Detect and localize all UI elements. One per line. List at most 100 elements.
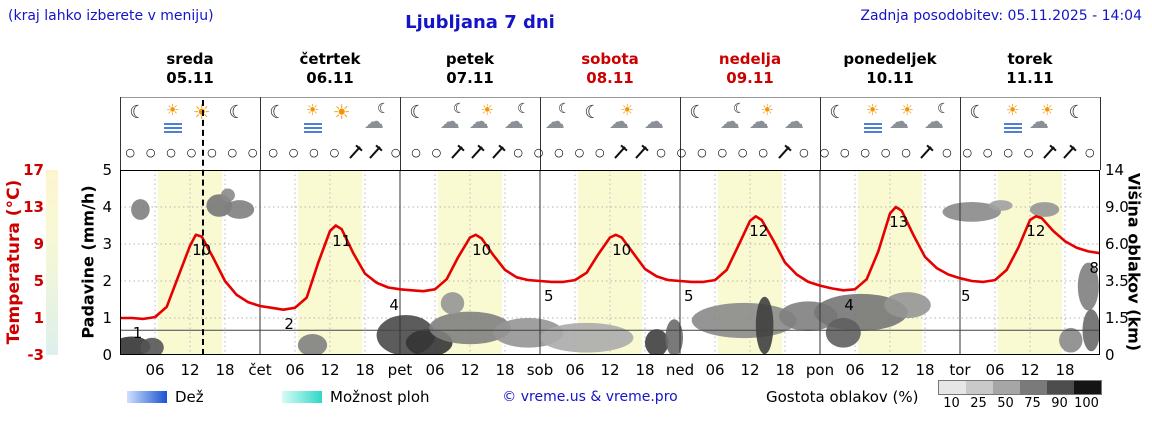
calm-wind-icon: ○ xyxy=(513,146,523,159)
cloud-glyph: ☁ xyxy=(544,109,565,133)
wind-barb-icon xyxy=(631,144,651,162)
day-boundary-line xyxy=(120,97,121,170)
moon-glyph: ☾ xyxy=(937,101,950,117)
calm-wind-icon: ○ xyxy=(819,146,830,159)
day-name: torek xyxy=(1007,50,1053,68)
day-boundary-line xyxy=(680,97,681,170)
moon-icon: ☾ xyxy=(220,102,254,138)
sun-glyph: ☀ xyxy=(760,101,774,119)
day-name: sreda xyxy=(166,50,214,68)
day-name: četrtek xyxy=(299,50,361,68)
copyright-link[interactable]: © vreme.us & vreme.pro xyxy=(502,389,678,405)
x-tick-06: 06 xyxy=(425,361,445,379)
x-tick-12: 12 xyxy=(180,361,200,379)
sun-icon: ☀ xyxy=(185,102,219,138)
day-date: 05.11 xyxy=(166,69,214,87)
calm-wind-icon: ○ xyxy=(1003,146,1013,159)
x-tick-12: 12 xyxy=(1020,361,1040,379)
precip-tick: 3 xyxy=(102,235,112,253)
calm-wind-icon: ○ xyxy=(207,146,217,159)
last-updated: Zadnja posodobitev: 05.11.2025 - 14:04 xyxy=(860,8,1142,24)
x-tick-18: 18 xyxy=(495,361,515,379)
fog-lines-icon xyxy=(303,121,322,135)
temperature-value-label: 5 xyxy=(543,287,554,305)
day-date: 08.11 xyxy=(586,69,634,87)
day-header-2: četrtek 06.11 xyxy=(260,50,400,88)
temperature-value-label: 4 xyxy=(389,296,399,315)
x-tick-06: 06 xyxy=(285,361,305,379)
cloudmoon-icon: ☾ ☁ xyxy=(920,102,954,138)
sun-glyph: ☀ xyxy=(192,100,211,124)
moon-glyph: ☾ xyxy=(584,102,601,123)
sun-glyph: ☀ xyxy=(332,100,351,124)
wind-barb-icon xyxy=(1039,144,1059,162)
cloud-glyph: ☁ xyxy=(439,109,460,133)
fogsun-icon: ☀ xyxy=(996,102,1030,138)
x-tick-06: 06 xyxy=(705,361,725,379)
x-tick-18: 18 xyxy=(215,361,235,379)
x-tick-18: 18 xyxy=(775,361,795,379)
moon-icon: ☾ xyxy=(121,102,155,138)
temperature-value-label: 10 xyxy=(472,240,492,259)
wind-barb-icon xyxy=(488,144,508,162)
calm-wind-icon: ○ xyxy=(942,146,952,159)
sun-glyph: ☀ xyxy=(1040,101,1054,119)
calm-wind-icon: ○ xyxy=(676,146,687,159)
density-level-label: 10 xyxy=(943,396,960,411)
wind-barb-icon xyxy=(916,144,936,162)
day-date: 09.11 xyxy=(726,69,774,87)
calm-wind-icon: ○ xyxy=(247,146,258,159)
temperature-value-label: 12 xyxy=(749,222,769,241)
x-tick-pon: pon xyxy=(805,361,835,379)
calm-wind-icon: ○ xyxy=(390,146,401,159)
density-swatch-50 xyxy=(993,381,1020,394)
day-header-3: petek 07.11 xyxy=(400,50,540,88)
calm-wind-icon: ○ xyxy=(1023,146,1034,159)
x-tick-sob: sob xyxy=(526,361,554,379)
cloud-glyph: ☁ xyxy=(783,109,804,133)
showers-legend-swatch xyxy=(282,391,322,403)
cloud-tick: 1.5 xyxy=(1105,309,1129,327)
x-tick-12: 12 xyxy=(460,361,480,379)
moon-icon: ☾ xyxy=(961,102,995,138)
calm-wind-icon: ○ xyxy=(880,146,891,159)
suncloud-icon: ☀ ☁ xyxy=(885,102,919,138)
cloudmoon-icon: ☾ ☁ xyxy=(541,102,575,138)
day-name: nedelja xyxy=(718,50,782,68)
density-level-label: 100 xyxy=(1074,396,1099,411)
wind-barb-icon xyxy=(345,144,365,162)
calm-wind-icon: ○ xyxy=(431,146,442,159)
temp-tick: 9 xyxy=(33,235,44,253)
x-tick-06: 06 xyxy=(565,361,585,379)
x-tick-18: 18 xyxy=(915,361,935,379)
cloud-glyph: ☁ xyxy=(643,109,664,133)
day-name: sobota xyxy=(581,50,639,68)
temperature-value-label: 2 xyxy=(284,314,294,333)
calm-wind-icon: ○ xyxy=(860,146,870,159)
moon-icon: ☾ xyxy=(821,102,855,138)
day-header-1: sreda 05.11 xyxy=(120,50,260,88)
moon-glyph: ☾ xyxy=(228,102,245,123)
moon-glyph: ☾ xyxy=(453,101,466,117)
moon-icon: ☾ xyxy=(576,102,610,138)
day-date: 06.11 xyxy=(306,69,354,87)
cloud-glyph: ☁ xyxy=(503,109,524,133)
x-tick-18: 18 xyxy=(355,361,375,379)
suncloud-icon: ☀ ☁ xyxy=(465,102,499,138)
cloud-glyph: ☁ xyxy=(608,109,629,133)
temperature-value-label: 4 xyxy=(844,296,854,315)
moon-glyph: ☾ xyxy=(377,101,390,117)
temp-tick: 17 xyxy=(23,161,44,179)
x-tick-18: 18 xyxy=(635,361,655,379)
temperature-value-label: 10 xyxy=(612,240,632,259)
density-swatch-90 xyxy=(1047,381,1074,394)
temperature-value-label: 5 xyxy=(683,287,694,305)
wind-barb-icon xyxy=(467,144,487,162)
cloud-icon: ☁ xyxy=(780,102,814,138)
x-tick-06: 06 xyxy=(985,361,1005,379)
cloud-tick: 6.0 xyxy=(1105,235,1129,253)
sun-glyph: ☀ xyxy=(165,101,180,119)
fogsun-icon: ☀ xyxy=(856,102,890,138)
sun-glyph: ☀ xyxy=(620,101,634,119)
cloud-glyph: ☁ xyxy=(1028,109,1049,133)
